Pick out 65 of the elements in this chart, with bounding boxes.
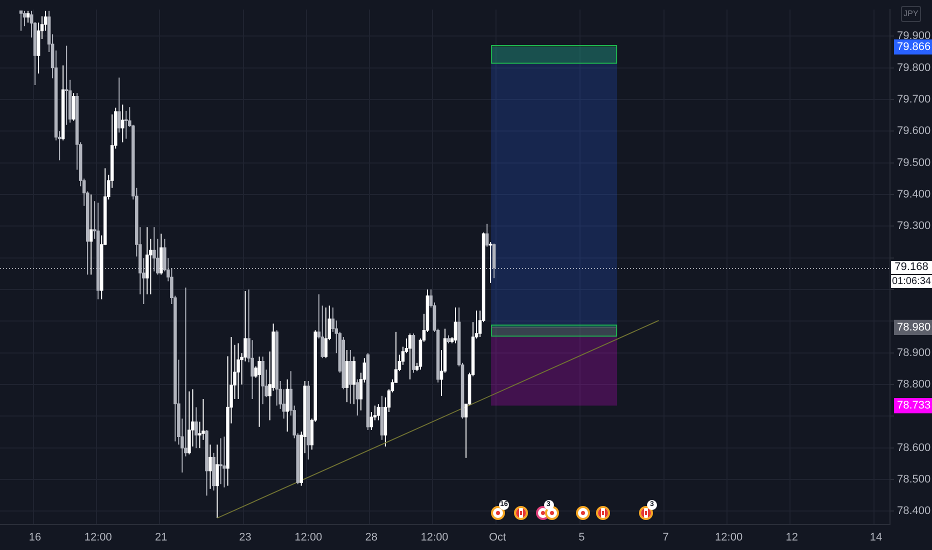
x-tick-label: 12:00 — [715, 531, 743, 544]
y-tick-label: 78.500 — [897, 473, 931, 486]
x-tick-label: 5 — [578, 531, 585, 544]
y-axis-title: JPY — [901, 6, 921, 22]
candlestick — [306, 380, 310, 460]
candlestick — [352, 356, 356, 405]
candlestick — [261, 356, 264, 405]
y-tick-label: 78.900 — [897, 346, 931, 359]
x-tick-label: Oct — [488, 531, 506, 544]
candlestick — [236, 342, 240, 400]
candlestick — [222, 436, 226, 488]
x-tick-label: 12:00 — [294, 531, 322, 544]
y-tick-label: 78.800 — [897, 378, 931, 390]
candlestick — [22, 10, 26, 27]
y-tick-label: 79.300 — [897, 220, 931, 232]
text: 01:06:34 — [891, 275, 932, 288]
x-tick-label: 28 — [365, 531, 378, 544]
x-tick-label: 12 — [786, 531, 798, 544]
candlestick — [258, 356, 261, 428]
y-tick-label: 79.866 — [897, 40, 931, 53]
candlestick — [121, 104, 124, 143]
y-tick-label: 78.733 — [897, 400, 931, 412]
y-tick-label: 79.600 — [897, 125, 931, 138]
candlestick — [275, 330, 278, 406]
y-tick-label: 78.980 — [897, 321, 931, 334]
candlestick — [380, 395, 384, 440]
y-tick-label: 79.500 — [897, 156, 931, 169]
candlestick — [124, 110, 128, 140]
candlestick — [324, 307, 328, 359]
x-tick-label: 14 — [870, 531, 882, 544]
candlestick — [286, 378, 289, 432]
candlestick — [366, 352, 370, 431]
y-tick-label: 78.600 — [897, 442, 931, 454]
candlestick — [212, 452, 216, 492]
candlestick — [492, 243, 496, 279]
candlestick — [188, 390, 191, 455]
y-tick-label: 78.400 — [897, 505, 931, 518]
candlestick — [118, 77, 121, 133]
candlestick — [345, 349, 349, 403]
candlestick — [219, 438, 222, 485]
x-tick-label: 12:00 — [420, 531, 448, 544]
candlestick — [96, 202, 100, 300]
y-tick-label: 79.400 — [897, 188, 931, 201]
candlestick — [194, 406, 198, 449]
ref-line-label: 79.168 — [891, 261, 932, 274]
x-tick-label: 12:00 — [84, 531, 112, 544]
candlestick — [348, 349, 352, 404]
x-tick-label: 21 — [155, 531, 168, 544]
y-tick-label: 79.900 — [897, 30, 931, 42]
candlestick — [485, 223, 489, 248]
candlestick — [208, 444, 212, 490]
candlestick — [152, 226, 156, 272]
candlestick — [454, 307, 458, 344]
x-tick-label: 7 — [662, 531, 669, 544]
candlestick — [146, 226, 149, 295]
candlestick — [205, 430, 208, 496]
candlestick — [356, 378, 360, 416]
candlestick — [408, 332, 412, 380]
y-tick-label: 79.800 — [897, 62, 931, 74]
x-tick-label: 16 — [28, 531, 42, 544]
candlestick — [61, 64, 65, 141]
x-tick-label: 23 — [239, 531, 252, 544]
candlestick — [160, 233, 163, 276]
y-tick-label: 79.700 — [897, 94, 931, 106]
candlestick — [216, 444, 219, 519]
